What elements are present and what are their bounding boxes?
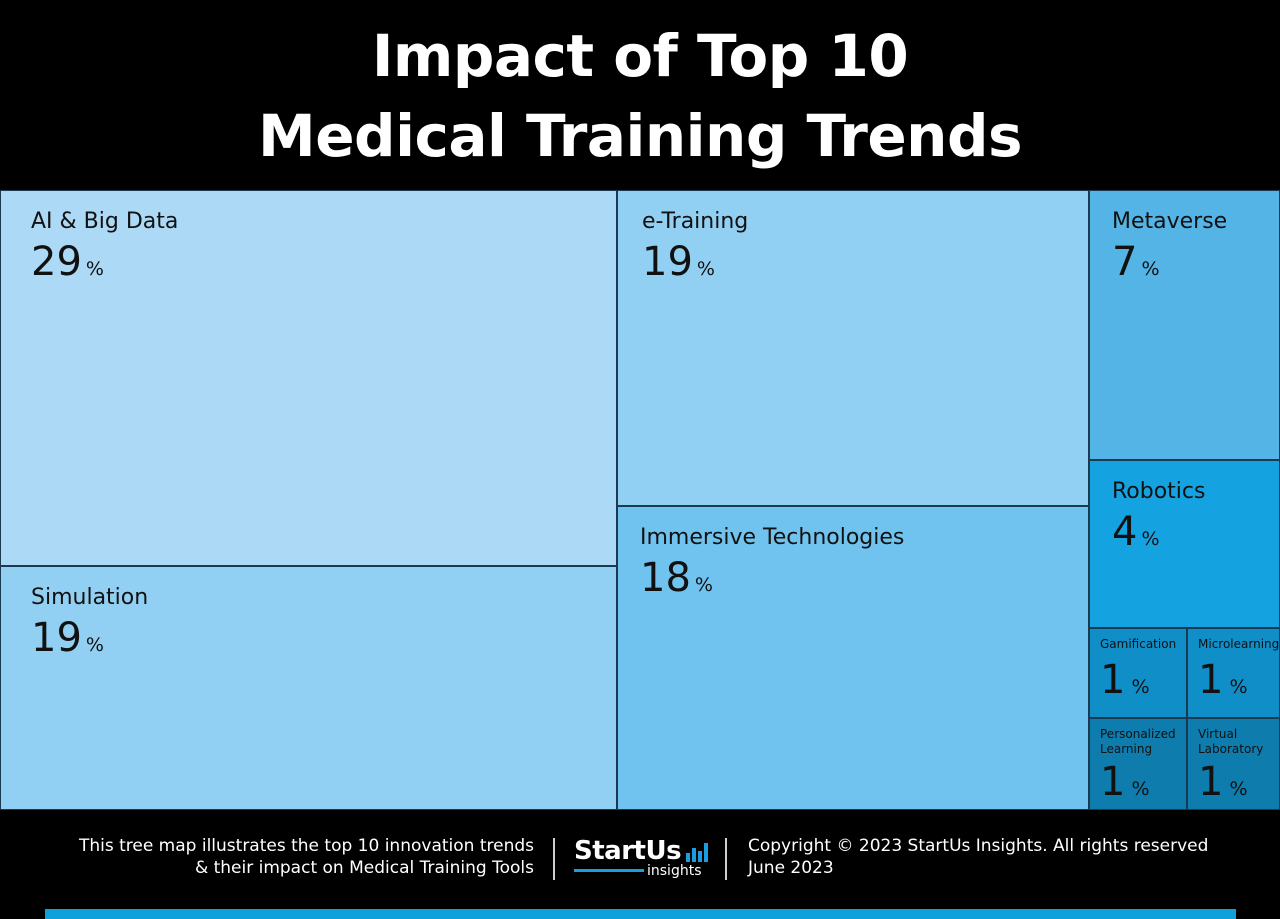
treemap: AI & Big Data 29% Simulation 19% e-Training 1… bbox=[0, 190, 1280, 810]
copyright-text: Copyright © 2023 StartUs Insights. All r… bbox=[748, 836, 1209, 856]
chart-title: Impact of Top 10 Medical Training Trends bbox=[0, 0, 1280, 190]
date-text: June 2023 bbox=[748, 858, 834, 878]
cell-value: 7% bbox=[1112, 239, 1160, 285]
cell-value-number: 7 bbox=[1112, 239, 1138, 285]
cell-value-number: 1 bbox=[1100, 759, 1126, 805]
cell-label: Simulation bbox=[31, 585, 149, 610]
cell-value-number: 19 bbox=[642, 239, 693, 285]
cell-value-number: 1 bbox=[1100, 657, 1126, 703]
cell-value-unit: % bbox=[1229, 676, 1248, 698]
cell-value-number: 18 bbox=[640, 555, 691, 601]
cell-value-number: 29 bbox=[31, 239, 82, 285]
cell-value: 4% bbox=[1112, 509, 1160, 555]
footer: This tree map illustrates the top 10 inn… bbox=[0, 810, 1280, 919]
cell-value: 1% bbox=[1198, 657, 1248, 703]
cell-value-number: 1 bbox=[1198, 657, 1224, 703]
cell-label: Metaverse bbox=[1112, 209, 1228, 234]
cell-value-unit: % bbox=[694, 574, 713, 596]
treemap-cell-gamification: Gamification 1% bbox=[1089, 628, 1187, 718]
cell-label: e-Training bbox=[642, 209, 749, 234]
cell-value-unit: % bbox=[696, 258, 715, 280]
logo-wordmark: StartUs bbox=[574, 836, 682, 866]
title-line-1: Impact of Top 10 bbox=[371, 22, 909, 90]
cell-label: Virtual Laboratory bbox=[1198, 727, 1264, 756]
footer-description: This tree map illustrates the top 10 inn… bbox=[79, 835, 534, 879]
treemap-cell-metaverse: Metaverse 7% bbox=[1089, 190, 1280, 460]
cell-value-number: 1 bbox=[1198, 759, 1224, 805]
cell-value: 29% bbox=[31, 239, 104, 285]
cell-label: Microlearning bbox=[1198, 637, 1280, 651]
treemap-cell-microlearning: Microlearning 1% bbox=[1187, 628, 1280, 718]
accent-bar bbox=[45, 909, 1236, 919]
cell-value: 19% bbox=[642, 239, 715, 285]
cell-label: Immersive Technologies bbox=[640, 525, 905, 550]
footer-description-line-2: & their impact on Medical Training Tools bbox=[194, 858, 534, 878]
cell-label: AI & Big Data bbox=[31, 209, 179, 234]
cell-value-unit: % bbox=[1141, 258, 1160, 280]
treemap-cell-ai-big-data: AI & Big Data 29% bbox=[0, 190, 617, 566]
cell-value-unit: % bbox=[85, 258, 104, 280]
cell-value-unit: % bbox=[1141, 528, 1160, 550]
cell-value: 19% bbox=[31, 615, 104, 661]
treemap-cell-e-training: e-Training 19% bbox=[617, 190, 1089, 506]
treemap-cell-simulation: Simulation 19% bbox=[0, 566, 617, 810]
cell-label: Gamification bbox=[1100, 637, 1177, 651]
cell-value: 1% bbox=[1100, 657, 1150, 703]
cell-value-number: 19 bbox=[31, 615, 82, 661]
cell-value: 1% bbox=[1100, 759, 1150, 805]
cell-value-number: 4 bbox=[1112, 509, 1138, 555]
treemap-cell-immersive-technologies: Immersive Technologies 18% bbox=[617, 506, 1089, 810]
bar-chart-icon bbox=[686, 842, 708, 862]
cell-value: 18% bbox=[640, 555, 713, 601]
startus-logo: StartUs insights bbox=[574, 836, 714, 882]
treemap-cell-personalized-learning: Personalized Learning 1% bbox=[1089, 718, 1187, 810]
footer-copyright-block: Copyright © 2023 StartUs Insights. All r… bbox=[748, 835, 1208, 879]
cell-value: 1% bbox=[1198, 759, 1248, 805]
cell-value-unit: % bbox=[1131, 778, 1150, 800]
footer-divider bbox=[553, 838, 555, 880]
cell-label: Personalized Learning bbox=[1100, 727, 1176, 756]
cell-value-unit: % bbox=[1131, 676, 1150, 698]
footer-divider bbox=[725, 838, 727, 880]
cell-value-unit: % bbox=[1229, 778, 1248, 800]
cell-label: Robotics bbox=[1112, 479, 1206, 504]
footer-description-line-1: This tree map illustrates the top 10 inn… bbox=[78, 836, 534, 856]
title-line-2: Medical Training Trends bbox=[258, 102, 1023, 170]
logo-subtitle: insights bbox=[647, 863, 702, 879]
treemap-cell-robotics: Robotics 4% bbox=[1089, 460, 1280, 628]
logo-underline bbox=[574, 869, 644, 872]
treemap-cell-virtual-laboratory: Virtual Laboratory 1% bbox=[1187, 718, 1280, 810]
cell-value-unit: % bbox=[85, 634, 104, 656]
